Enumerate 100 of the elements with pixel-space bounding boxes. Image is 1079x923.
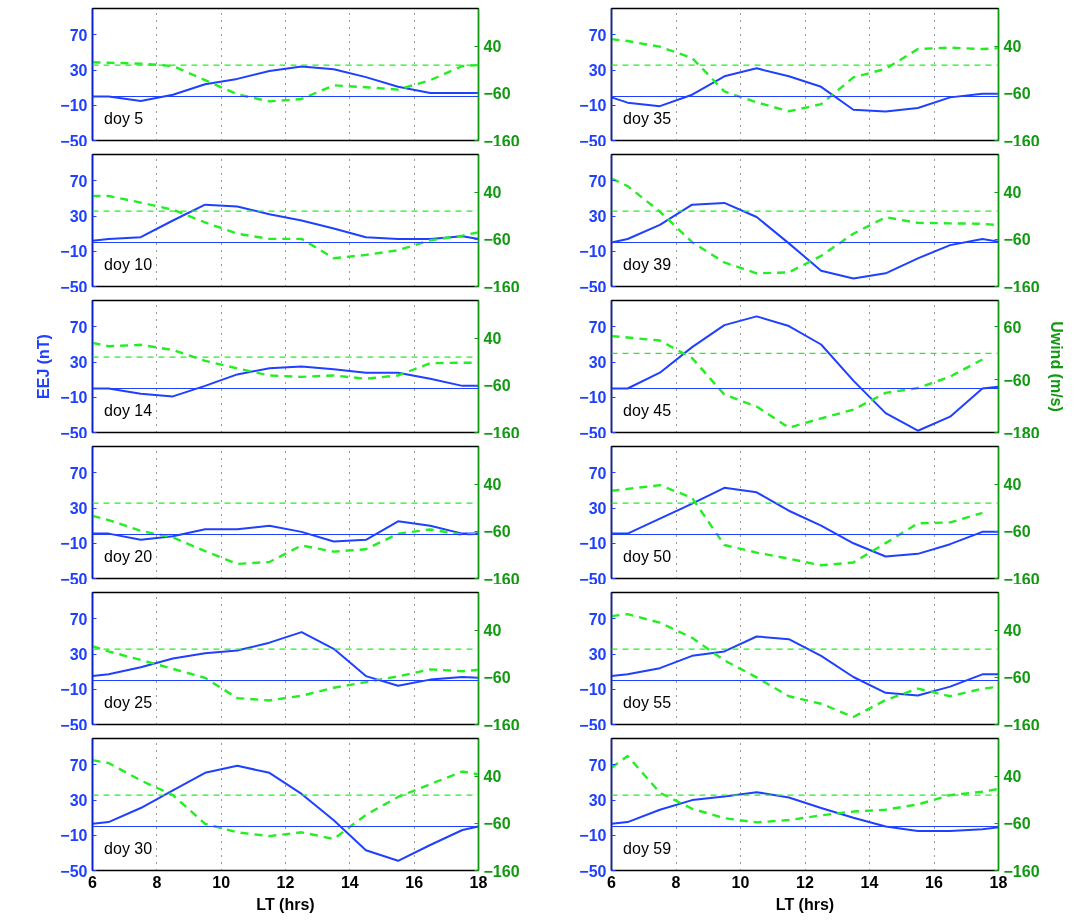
y-tick-label: −10 — [60, 97, 88, 115]
y-tick-label: −10 — [579, 535, 607, 553]
y2-tick-label: −60 — [1003, 85, 1031, 103]
y-tick-label: −50 — [60, 570, 88, 588]
y2-tick-label: 40 — [1003, 38, 1022, 56]
x-tick-label: 6 — [88, 873, 98, 891]
y-tick-label: −50 — [579, 716, 607, 734]
y-tick-label: −10 — [60, 535, 88, 553]
y-tick-label: 70 — [588, 756, 607, 774]
y-tick-label: 30 — [69, 62, 88, 80]
x-tick-label: 14 — [860, 873, 879, 891]
annotation: doy 50 — [623, 548, 672, 566]
y-tick-label: −50 — [579, 570, 607, 588]
annotation: doy 55 — [623, 694, 672, 712]
x-tick-label: 10 — [212, 873, 231, 891]
x-tick-label: 16 — [405, 873, 424, 891]
line-series — [92, 194, 479, 260]
annotation: doy 59 — [623, 840, 672, 858]
y-tick-label: 30 — [69, 792, 88, 810]
y2-tick-label: −60 — [483, 377, 511, 395]
y-tick-label: 30 — [588, 354, 607, 372]
y2-tick-label: −160 — [1003, 278, 1040, 296]
y-tick-label: −10 — [579, 827, 607, 845]
x-tick-label: 8 — [152, 873, 162, 891]
y2-tick-label: 40 — [483, 184, 502, 202]
y-tick-label: 70 — [69, 756, 88, 774]
x-tick-label: 18 — [469, 873, 488, 891]
x-tick-label: 18 — [989, 873, 1008, 891]
annotation: doy 39 — [623, 256, 672, 274]
x-axis-title: LT (hrs) — [256, 895, 315, 913]
y-tick-label: 70 — [588, 318, 607, 336]
x-tick-label: 16 — [925, 873, 943, 891]
line-series — [611, 37, 999, 113]
y-tick-label: −50 — [60, 716, 88, 734]
line-series — [611, 754, 999, 824]
y2-tick-label: −160 — [1003, 716, 1040, 734]
y2-axis-title: Uwind (m/s) — [1047, 321, 1065, 412]
y-tick-label: −50 — [579, 132, 607, 150]
y-tick-label: −50 — [579, 862, 607, 880]
y-axis-title: EEJ (nT) — [35, 334, 53, 399]
x-tick-label: 6 — [607, 873, 617, 891]
y2-tick-label: −160 — [483, 424, 520, 442]
y-tick-label: 30 — [588, 646, 607, 664]
y2-tick-label: −60 — [483, 523, 511, 541]
x-tick-label: 14 — [340, 873, 359, 891]
y-tick-label: 30 — [588, 62, 607, 80]
y-tick-label: 70 — [588, 26, 607, 44]
y2-tick-label: −60 — [1003, 371, 1031, 389]
y2-tick-label: −60 — [483, 85, 511, 103]
y-tick-label: −10 — [579, 681, 607, 699]
y2-tick-label: −60 — [483, 815, 511, 833]
x-axis-title: LT (hrs) — [775, 895, 835, 913]
y2-tick-label: −160 — [483, 278, 520, 296]
y2-tick-label: −160 — [483, 716, 520, 734]
y2-tick-label: −60 — [1003, 523, 1031, 541]
x-tick-label: 10 — [731, 873, 750, 891]
y-tick-label: −50 — [60, 132, 88, 150]
y2-tick-label: −60 — [483, 231, 511, 249]
y2-tick-label: 40 — [1003, 476, 1022, 494]
y-tick-label: 70 — [588, 464, 607, 482]
y-tick-label: −50 — [579, 424, 607, 442]
annotation: doy 45 — [623, 402, 672, 420]
y-tick-label: 30 — [588, 208, 607, 226]
y-tick-label: 30 — [69, 500, 88, 518]
y2-tick-label: 40 — [483, 768, 502, 786]
y-tick-label: 70 — [69, 172, 88, 190]
y2-tick-label: −180 — [1003, 424, 1040, 442]
y-tick-label: 70 — [69, 464, 88, 482]
annotation: doy 35 — [623, 110, 672, 128]
y-tick-label: −10 — [579, 389, 607, 407]
y-tick-label: 30 — [69, 208, 88, 226]
y2-tick-label: 60 — [1003, 318, 1022, 336]
y2-tick-label: 40 — [483, 38, 502, 56]
y-tick-label: 30 — [69, 354, 88, 372]
y-tick-label: −10 — [579, 243, 607, 261]
y-tick-label: −10 — [579, 97, 607, 115]
line-series — [611, 635, 999, 697]
y-tick-label: −50 — [60, 862, 88, 880]
y-tick-label: −50 — [60, 424, 88, 442]
annotation: doy 25 — [104, 694, 153, 712]
y2-tick-label: −160 — [1003, 132, 1040, 150]
y2-tick-label: −60 — [1003, 669, 1031, 687]
y2-tick-label: 40 — [1003, 622, 1022, 640]
y-tick-label: −50 — [60, 278, 88, 296]
y-tick-label: 30 — [69, 646, 88, 664]
y-tick-label: −10 — [60, 827, 88, 845]
y2-tick-label: 40 — [483, 330, 502, 348]
annotation: doy 20 — [104, 548, 153, 566]
y2-tick-label: −60 — [1003, 231, 1031, 249]
x-tick-label: 12 — [796, 873, 814, 891]
y-tick-label: 30 — [588, 500, 607, 518]
y-tick-label: 70 — [588, 172, 607, 190]
y2-tick-label: −160 — [1003, 570, 1040, 588]
y-tick-label: −10 — [60, 681, 88, 699]
y2-tick-label: −160 — [483, 132, 520, 150]
y-tick-label: 30 — [588, 792, 607, 810]
x-tick-label: 12 — [276, 873, 295, 891]
y-tick-label: −50 — [579, 278, 607, 296]
annotation: doy 14 — [104, 402, 153, 420]
y2-tick-label: 40 — [483, 476, 502, 494]
